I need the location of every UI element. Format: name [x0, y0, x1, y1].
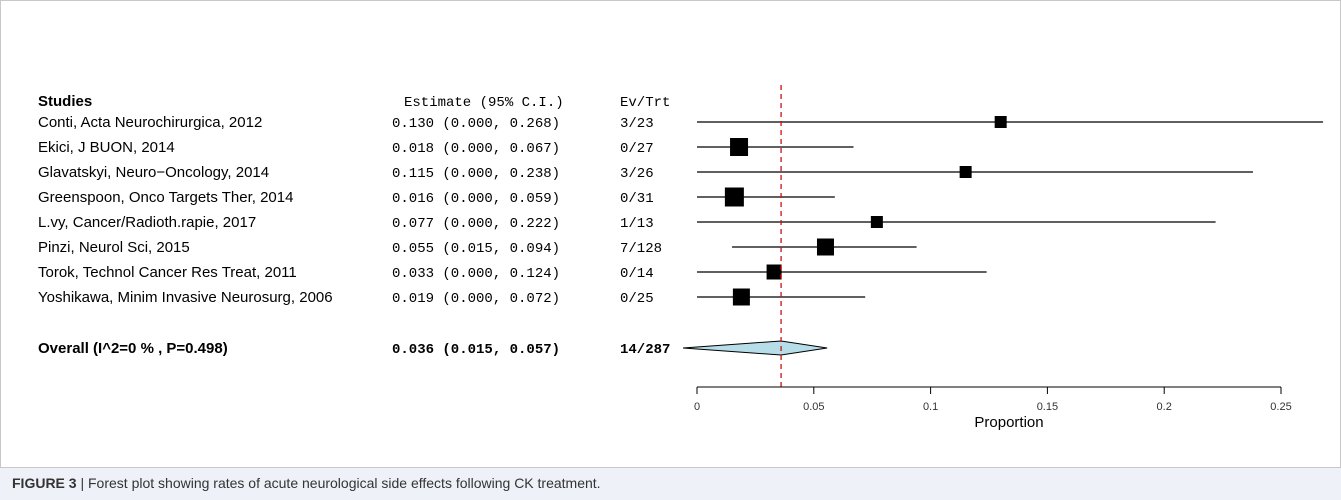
caption-text: Forest plot showing rates of acute neuro…: [88, 475, 601, 491]
x-tick-label: 0.15: [1037, 401, 1058, 413]
caption-label: FIGURE 3: [12, 475, 77, 491]
study-point-marker: [732, 288, 750, 306]
study-label: Yoshikawa, Minim Invasive Neurosurg, 200…: [38, 289, 333, 306]
study-label: Conti, Acta Neurochirurgica, 2012: [38, 114, 262, 131]
figure-frame: [0, 0, 1341, 468]
study-point-marker: [730, 138, 749, 156]
study-estimate-ci: 0.055 (0.015, 0.094): [392, 241, 560, 257]
study-label: Greenspoon, Onco Targets Ther, 2014: [38, 189, 293, 206]
study-row: Ekici, J BUON, 2014 0.018 (0.000, 0.067) 0…: [38, 138, 854, 157]
header-events: Ev/Trt: [620, 95, 670, 111]
study-point-marker: [724, 187, 744, 207]
x-tick-label: 0.2: [1157, 401, 1172, 413]
study-events: 0/31: [620, 191, 654, 207]
x-tick-label: 0.1: [923, 401, 938, 413]
study-point-marker: [870, 216, 883, 228]
study-row: Glavatskyi, Neuro−Oncology, 2014 0.115 (0…: [38, 164, 1253, 182]
study-row: Yoshikawa, Minim Invasive Neurosurg, 200…: [38, 288, 866, 307]
study-events: 3/26: [620, 166, 654, 182]
overall-events: 14/287: [620, 342, 670, 358]
study-row: Pinzi, Neurol Sci, 2015 0.055 (0.015, 0.0…: [38, 238, 917, 257]
study-events: 0/27: [620, 141, 654, 157]
study-estimate-ci: 0.033 (0.000, 0.124): [392, 266, 560, 282]
header-studies: Studies: [38, 93, 92, 110]
study-events: 0/14: [620, 266, 654, 282]
study-events: 3/23: [620, 116, 654, 132]
study-point-marker: [766, 264, 782, 280]
study-estimate-ci: 0.016 (0.000, 0.059): [392, 191, 560, 207]
header-estimate: Estimate (95% C.I.): [404, 95, 564, 111]
study-point-marker: [816, 238, 834, 256]
caption-bar: [0, 468, 1341, 500]
study-point-marker: [994, 116, 1007, 128]
study-estimate-ci: 0.115 (0.000, 0.238): [392, 166, 560, 182]
study-events: 7/128: [620, 241, 662, 257]
x-tick-label: 0: [694, 401, 700, 413]
x-tick-label: 0.05: [803, 401, 824, 413]
overall-estimate-ci: 0.036 (0.015, 0.057): [392, 342, 560, 358]
overall-label: Overall (I^2=0 % , P=0.498): [38, 340, 228, 357]
study-row: Greenspoon, Onco Targets Ther, 2014 0.016…: [38, 187, 835, 207]
overall-diamond: [683, 340, 828, 356]
study-point-marker: [959, 166, 972, 178]
forest-plot: Studies Estimate (95% C.I.) Ev/Trt Conti…: [38, 85, 1324, 431]
study-label: Pinzi, Neurol Sci, 2015: [38, 239, 190, 256]
study-events: 1/13: [620, 216, 654, 232]
study-estimate-ci: 0.077 (0.000, 0.222): [392, 216, 560, 232]
study-row: Torok, Technol Cancer Res Treat, 2011 0.0…: [38, 264, 987, 282]
figure-caption: FIGURE 3 | Forest plot showing rates of …: [12, 475, 601, 491]
x-axis-label: Proportion: [974, 414, 1043, 431]
study-events: 0/25: [620, 291, 654, 307]
x-tick-label: 0.25: [1270, 401, 1291, 413]
caption-separator: |: [76, 475, 88, 491]
study-label: Ekici, J BUON, 2014: [38, 139, 175, 156]
study-row: L.vy, Cancer/Radioth.rapie, 2017 0.077 (0…: [38, 214, 1216, 232]
study-label: Glavatskyi, Neuro−Oncology, 2014: [38, 164, 269, 181]
study-estimate-ci: 0.018 (0.000, 0.067): [392, 141, 560, 157]
study-estimate-ci: 0.130 (0.000, 0.268): [392, 116, 560, 132]
study-row: Conti, Acta Neurochirurgica, 2012 0.130 (…: [38, 114, 1324, 132]
study-label: L.vy, Cancer/Radioth.rapie, 2017: [38, 214, 256, 231]
study-estimate-ci: 0.019 (0.000, 0.072): [392, 291, 560, 307]
study-label: Torok, Technol Cancer Res Treat, 2011: [38, 264, 297, 281]
